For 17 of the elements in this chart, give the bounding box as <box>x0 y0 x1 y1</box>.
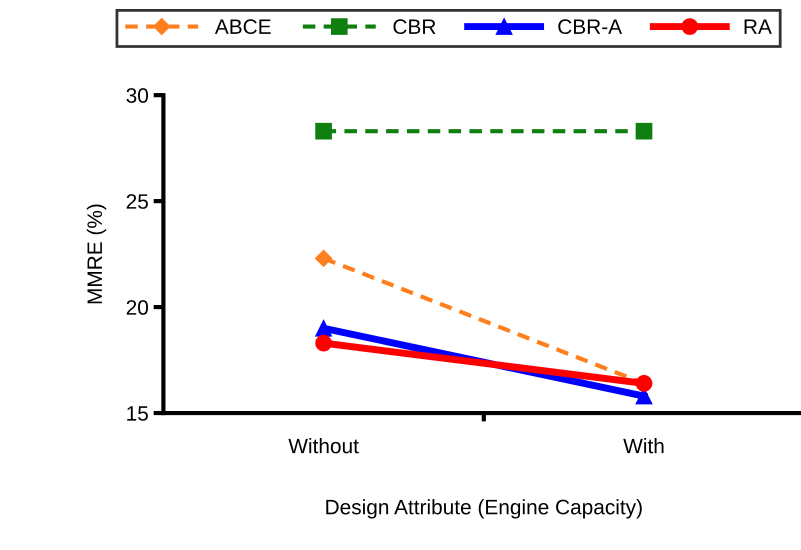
legend-label: ABCE <box>214 19 271 34</box>
y-tick-label: 30 <box>126 88 148 103</box>
y-tick-label: 20 <box>126 300 148 315</box>
x-tick-label: With <box>623 438 664 454</box>
point <box>315 250 332 267</box>
x-tick-label: Without <box>288 438 359 454</box>
point <box>636 122 652 140</box>
legend-label: CBR <box>393 19 436 34</box>
point <box>315 334 332 352</box>
y-tick-label: 25 <box>126 194 148 209</box>
legend-label: CBR-A <box>558 19 622 34</box>
point <box>315 122 332 140</box>
y-tick-label: 15 <box>127 406 148 421</box>
y-axis-title: MMRE (%) <box>86 204 106 304</box>
x-axis-title: Design Attribute (Engine Capacity) <box>326 499 642 519</box>
point <box>315 320 332 337</box>
legend-label: RA <box>744 20 772 34</box>
